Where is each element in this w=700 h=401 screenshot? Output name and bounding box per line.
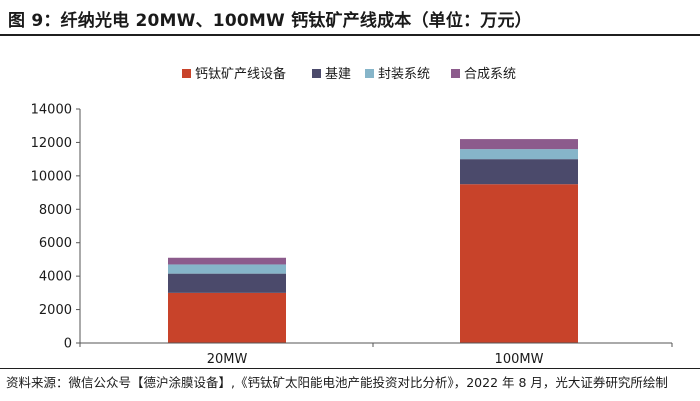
bar-segment [460,159,578,185]
x-tick-label: 100MW [495,352,544,366]
legend-label: 钙钛矿产线设备 [195,66,286,82]
legend-swatch [365,69,374,78]
legend-swatch [182,69,191,78]
legend-item: 基建 [312,67,351,82]
y-axis: 0 2000 4000 6000 8000 10000 12000 14000 [31,103,81,352]
legend-label: 基建 [325,67,351,82]
figure-title: 图 9：纤纳光电 20MW、100MW 钙钛矿产线成本（单位：万元） [8,11,532,31]
legend-item: 合成系统 [451,67,516,82]
y-tick-label: 2000 [39,303,72,318]
y-tick-label: 4000 [39,270,72,285]
legend: 钙钛矿产线设备 基建 封装系统 合成系统 [182,66,516,82]
y-tick-label: 0 [64,337,72,352]
legend-item: 封装系统 [365,67,430,82]
source-note: 资料来源：微信公众号【德沪涂膜设备】,《钙钛矿太阳能电池产能投资对比分析》，20… [6,375,668,390]
x-tick-label: 20MW [207,352,248,366]
x-axis: 20MW 100MW [79,342,673,366]
bar-stack [168,257,286,343]
source-rule [0,368,700,369]
y-tick-label: 14000 [31,103,72,118]
y-tick-label: 10000 [31,169,72,184]
title-rule [0,34,700,36]
y-tick-label: 6000 [39,236,72,251]
bar-segment [168,292,286,343]
bar-segment [460,184,578,343]
legend-item: 钙钛矿产线设备 [182,66,286,82]
bar-stack [460,139,578,343]
legend-label: 合成系统 [464,67,516,82]
legend-swatch [312,69,321,78]
legend-label: 封装系统 [378,67,430,82]
bar-segment [460,139,578,150]
legend-swatch [451,69,460,78]
bars [168,139,578,343]
bar-segment [460,149,578,160]
bar-segment [168,264,286,274]
bar-segment [168,273,286,293]
y-tick-label: 8000 [39,203,72,218]
stacked-bar-chart: 钙钛矿产线设备 基建 封装系统 合成系统 0 2000 4000 6000 8000 10000… [31,66,673,366]
y-tick-label: 12000 [31,136,72,151]
bar-segment [168,257,286,265]
